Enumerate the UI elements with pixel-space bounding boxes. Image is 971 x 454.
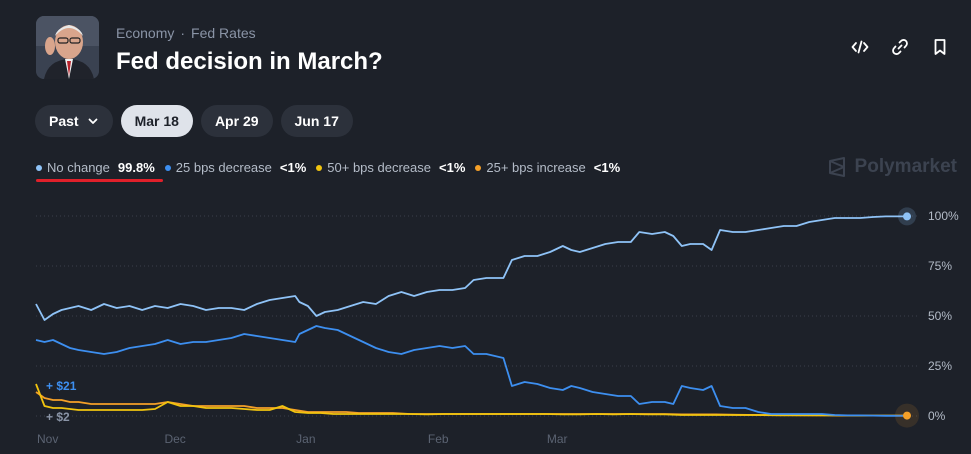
legend-dot xyxy=(316,164,323,171)
y-tick-label: 75% xyxy=(928,259,952,273)
breadcrumb-category[interactable]: Economy xyxy=(116,25,175,41)
breadcrumb-subcategory[interactable]: Fed Rates xyxy=(191,25,256,41)
series-line-25-bps-decrease[interactable] xyxy=(35,325,907,417)
legend-label: No change xyxy=(47,160,110,175)
legend-item-no-change[interactable]: No change 99.8% xyxy=(36,160,163,182)
top-actions xyxy=(851,38,949,56)
legend-item-50-bps-decrease[interactable]: 50+ bps decrease <1% xyxy=(316,160,465,175)
breadcrumb: Economy · Fed Rates xyxy=(116,25,256,41)
tab-mar-18[interactable]: Mar 18 xyxy=(120,105,193,137)
series-line-25-bps-increase[interactable] xyxy=(35,391,907,417)
legend-label: 25 bps decrease xyxy=(175,160,272,175)
legend-dot xyxy=(36,164,42,171)
legend-value: 99.8% xyxy=(117,160,155,175)
chart-legend: No change 99.8% 25 bps decrease <1% 50+ … xyxy=(36,160,620,182)
endpoint-increase xyxy=(903,411,911,420)
polymarket-logo: Polymarket xyxy=(827,156,957,178)
tab-jun-17[interactable]: Jun 17 xyxy=(280,105,353,137)
tab-apr-29[interactable]: Apr 29 xyxy=(200,105,273,137)
legend-value: <1% xyxy=(439,160,466,175)
legend-item-25-bps-increase[interactable]: 25+ bps increase <1% xyxy=(475,160,620,175)
legend-value: <1% xyxy=(593,160,621,175)
x-tick-label: Nov xyxy=(37,432,58,446)
endpoint-no-change xyxy=(903,212,911,221)
breadcrumb-separator: · xyxy=(180,25,186,41)
past-dropdown[interactable]: Past xyxy=(35,105,113,137)
y-tick-label: 25% xyxy=(928,359,952,373)
chevron-down-icon xyxy=(87,115,99,127)
legend-dot xyxy=(475,164,482,171)
trade-annotation: + $21 xyxy=(46,379,77,393)
market-image xyxy=(36,16,99,79)
highlight-underline xyxy=(36,179,163,182)
code-icon[interactable] xyxy=(851,38,869,56)
x-tick-label: Jan xyxy=(296,432,315,446)
brand-name: Polymarket xyxy=(854,156,957,177)
trade-annotation: + $2 xyxy=(46,410,70,424)
legend-label: 25+ bps increase xyxy=(486,160,586,175)
legend-label: 50+ bps decrease xyxy=(327,160,431,175)
page-title: Fed decision in March? xyxy=(116,48,383,75)
legend-item-25-bps-decrease[interactable]: 25 bps decrease <1% xyxy=(164,160,307,175)
series-line-no-change[interactable] xyxy=(35,215,907,321)
x-tick-label: Feb xyxy=(428,432,449,446)
y-tick-label: 0% xyxy=(928,409,946,423)
date-tabs: Past Mar 18 Apr 29 Jun 17 xyxy=(35,105,353,137)
past-dropdown-label: Past xyxy=(49,113,79,129)
polymarket-logo-icon xyxy=(828,157,845,177)
x-tick-label: Dec xyxy=(164,432,185,446)
y-tick-label: 100% xyxy=(928,209,959,223)
y-tick-label: 50% xyxy=(928,309,952,323)
x-tick-label: Mar xyxy=(547,432,568,446)
legend-dot xyxy=(164,164,171,171)
series-line-50-bps-decrease[interactable] xyxy=(35,383,907,417)
link-icon[interactable] xyxy=(891,38,909,56)
legend-value: <1% xyxy=(279,160,307,175)
bookmark-icon[interactable] xyxy=(931,38,949,56)
